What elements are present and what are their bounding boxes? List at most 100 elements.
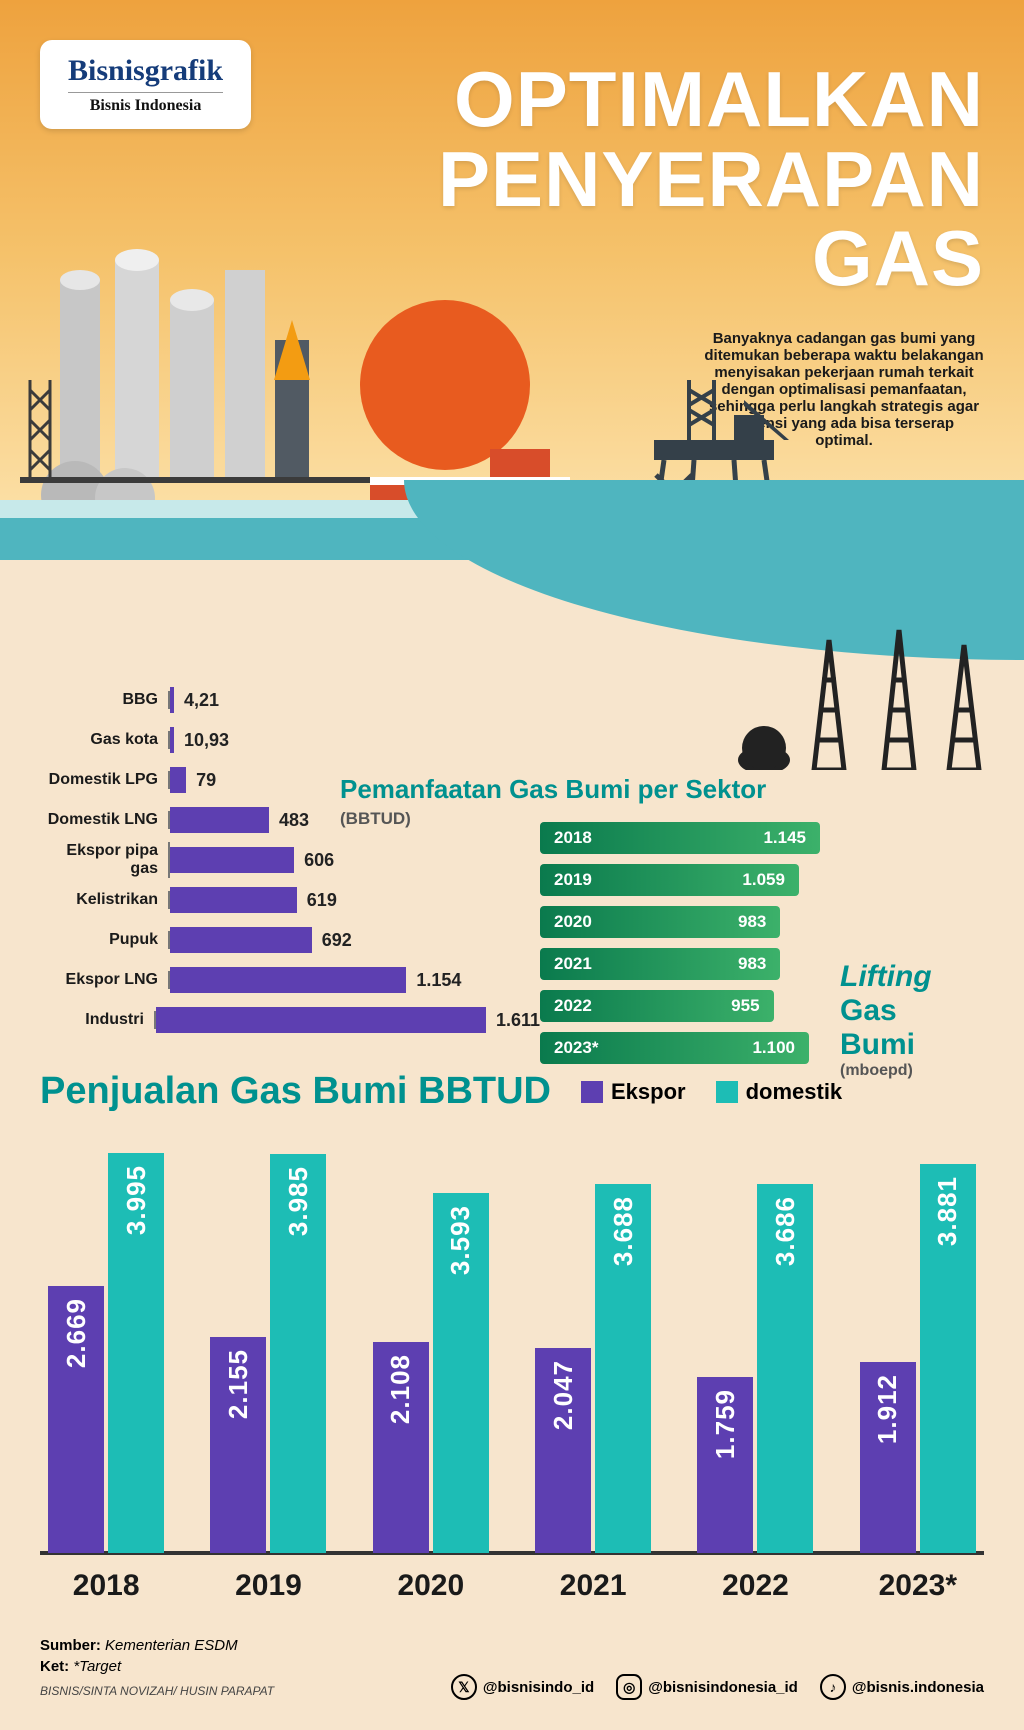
tiktok-icon: ♪: [820, 1674, 846, 1700]
sector-bar: [170, 807, 269, 833]
lifting-year: 2022: [554, 996, 592, 1016]
logo-sub: Bisnis Indonesia: [68, 92, 223, 115]
sales-year-group: 1.912 3.881: [852, 1164, 984, 1553]
sales-bar-domestik: 3.686: [757, 1184, 813, 1553]
sector-value: 10,93: [184, 730, 229, 751]
lifting-year: 2018: [554, 828, 592, 848]
legend-ekspor: Ekspor: [581, 1079, 686, 1105]
social-tiktok[interactable]: ♪ @bisnis.indonesia: [820, 1674, 984, 1700]
sales-bar-domestik: 3.985: [270, 1154, 326, 1553]
sales-year-group: 2.1083.593: [365, 1193, 497, 1553]
headline-line: OPTIMALKAN: [438, 60, 984, 140]
sector-label: Domestik LPG: [40, 771, 170, 789]
sector-bar: [170, 767, 186, 793]
sales-baseline: [40, 1551, 984, 1555]
legend-domestik-label: domestik: [746, 1079, 843, 1105]
social-twitter[interactable]: 𝕏@bisnisindo_id: [451, 1674, 594, 1700]
sales-bar-ekspor: 1.912: [860, 1362, 916, 1553]
lifting-year: 2021: [554, 954, 592, 974]
lifting-row: 2020983: [540, 904, 980, 940]
sales-chart: 2.6693.9952.1553.9852.1083.5932.0473.688…: [40, 1133, 984, 1553]
sector-bar: [156, 1007, 486, 1033]
sales-bar-ekspor: 2.155: [210, 1337, 266, 1553]
lifting-bar: 20191.059: [540, 864, 799, 896]
legend-domestik: domestik: [716, 1079, 843, 1105]
source-label: Sumber:: [40, 1637, 101, 1654]
sales-value-domestik: 3.688: [608, 1196, 639, 1266]
sales-year-label: 2018: [40, 1569, 172, 1603]
lifting-bar: 20181.145: [540, 822, 820, 854]
headline-line: GAS: [438, 219, 984, 299]
sales-value-domestik: 3.881: [932, 1176, 963, 1246]
headline-line: PENYERAPAN: [438, 140, 984, 220]
sector-row: Kelistrikan 619: [40, 880, 540, 920]
sector-label: Industri: [40, 1011, 156, 1029]
sector-label: Ekspor LNG: [40, 971, 170, 989]
sales-bar-domestik: 3.688: [595, 1184, 651, 1553]
sector-chart: BBG 4,21 Gas kota10,93 Domestik LPG 79 Domest…: [40, 680, 540, 1040]
sector-bar: [170, 687, 174, 713]
social-instagram[interactable]: ◎ @bisnisindonesia_id: [616, 1674, 798, 1700]
lifting-chart-title: Lifting Gas Bumi (mboepd): [840, 960, 980, 1080]
sales-value-domestik: 3.686: [770, 1196, 801, 1266]
sun-icon: [360, 300, 530, 470]
social-handle: @bisnisindonesia_id: [648, 1679, 798, 1696]
sales-year-group: 2.155 3.985: [202, 1154, 334, 1553]
instagram-icon: ◎: [616, 1674, 642, 1700]
sector-bar: [170, 967, 406, 993]
legend-ekspor-label: Ekspor: [611, 1079, 686, 1105]
sector-label: Domestik LNG: [40, 811, 170, 829]
swatch-ekspor-icon: [581, 1081, 603, 1103]
sector-value: 4,21: [184, 690, 219, 711]
sector-value: 606: [304, 850, 334, 871]
socials: 𝕏@bisnisindo_id ◎ @bisnisindonesia_id ♪ @bis…: [451, 1674, 984, 1700]
social-handle: @bisnis.indonesia: [852, 1679, 984, 1696]
sector-row: BBG 4,21: [40, 680, 540, 720]
lifting-bar: 2021 983: [540, 948, 780, 980]
sales-year-label: 2022: [689, 1569, 821, 1603]
sector-row: Gas kota10,93: [40, 720, 540, 760]
sector-value: 692: [322, 930, 352, 951]
sales-value-ekspor: 2.155: [223, 1349, 254, 1419]
sales-value-ekspor: 1.912: [872, 1374, 903, 1444]
lifting-value: 1.100: [752, 1038, 795, 1058]
sector-label: Kelistrikan: [40, 891, 170, 909]
sector-label: Ekspor pipa gas: [40, 842, 170, 878]
lifting-bar: 2020983: [540, 906, 780, 938]
headline: OPTIMALKAN PENYERAPAN GAS: [438, 60, 984, 299]
lifting-value: 983: [738, 954, 766, 974]
sales-bar-ekspor: 2.047: [535, 1348, 591, 1553]
sales-year-label: 2021: [527, 1569, 659, 1603]
lifting-value: 983: [738, 912, 766, 932]
sales-year-label: 2023*: [852, 1569, 984, 1603]
sales-legend: Ekspor domestik: [581, 1079, 842, 1105]
sales-year-label: 2020: [365, 1569, 497, 1603]
lifting-row: 20191.059: [540, 862, 980, 898]
sector-value: 1.154: [416, 970, 461, 991]
sector-value: 79: [196, 770, 216, 791]
sales-bar-domestik: 3.995: [108, 1153, 164, 1553]
lifting-row: 20181.145: [540, 820, 980, 856]
mid-section: BBG 4,21 Gas kota10,93 Domestik LPG 79 Domest…: [0, 620, 1024, 1060]
lifting-chart: 20181.14520191.0592020983202198320229552…: [540, 820, 980, 1072]
sales-value-domestik: 3.985: [283, 1166, 314, 1236]
sales-value-domestik: 3.995: [121, 1165, 152, 1235]
sector-label: Pupuk: [40, 931, 170, 949]
sales-year-group: 1.7593.686: [689, 1184, 821, 1553]
logo-main: Bisnisgrafik: [68, 54, 223, 88]
swatch-domestik-icon: [716, 1081, 738, 1103]
social-handle: @bisnisindo_id: [483, 1679, 594, 1696]
sector-value: 619: [307, 890, 337, 911]
footer-left: Sumber: Kementerian ESDM Ket: *Target BI…: [40, 1635, 274, 1700]
sector-bar: [170, 847, 294, 873]
note-label: Ket:: [40, 1658, 69, 1675]
refinery-icon: [20, 230, 380, 530]
sector-bar: [170, 927, 312, 953]
sector-row: Industri 1.611: [40, 1000, 540, 1040]
sales-bar-ekspor: 2.108: [373, 1342, 429, 1553]
sector-row: Ekspor pipa gas 606: [40, 840, 540, 880]
sales-title: Penjualan Gas Bumi BBTUD: [40, 1070, 551, 1113]
sector-value: 1.611: [496, 1010, 540, 1031]
sector-label: BBG: [40, 691, 170, 709]
lifting-bar: 2022955: [540, 990, 774, 1022]
